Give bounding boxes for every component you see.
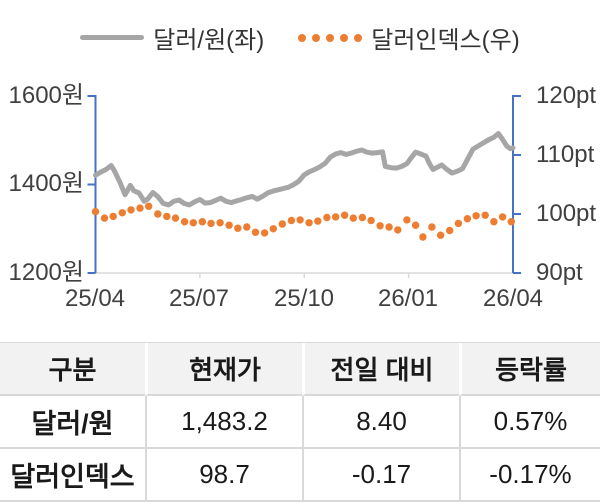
y-right-tick-120: 120pt	[536, 82, 597, 109]
header-change-rate: 등락률	[459, 343, 600, 396]
chart-legend: 달러/원(좌) 달러인덱스(우)	[0, 20, 600, 55]
fx-chart: 달러/원(좌) 달러인덱스(우) 1600원 1400원 1200원 120pt…	[0, 20, 600, 312]
dollar-index-dot-icon	[326, 33, 335, 42]
dollar-index-dot-icon	[354, 33, 363, 42]
plot-area	[87, 95, 521, 278]
y-right-tick-100: 100pt	[536, 200, 597, 227]
y-right-tick-90: 90pt	[536, 259, 583, 286]
x-tick-2510: 25/10	[273, 285, 335, 312]
usdkrw-row-name: 달러/원	[0, 396, 145, 449]
x-tick-2601: 26/01	[377, 285, 439, 312]
usdkrw-current: 1,483.2	[145, 396, 302, 449]
fx-summary-table: 구분 현재가 전일 대비 등락률 달러/원 1,483.2 8.40 0.57%…	[0, 342, 600, 502]
dollarindex-row-name: 달러인덱스	[0, 449, 145, 502]
y-left-tick-1200: 1200원	[8, 259, 84, 286]
header-daily-change: 전일 대비	[302, 343, 459, 396]
dollar-index-dots-swatch	[298, 33, 363, 42]
dollarindex-rate: -0.17%	[459, 449, 600, 502]
header-current-price: 현재가	[145, 343, 302, 396]
legend-item-dollar-index: 달러인덱스(우)	[298, 20, 520, 55]
x-tick-2504: 25/04	[64, 285, 126, 312]
x-tick-2507: 25/07	[168, 285, 230, 312]
legend-label-dollar-index: 달러인덱스(우)	[371, 27, 520, 54]
header-category: 구분	[0, 343, 145, 396]
usdkrw-rate: 0.57%	[459, 396, 600, 449]
y-left-tick-1600: 1600원	[8, 82, 84, 109]
dollarindex-current: 98.7	[145, 449, 302, 502]
y-right-tick-110: 110pt	[536, 141, 595, 168]
legend-label-usdkrw: 달러/원(좌)	[153, 27, 265, 54]
dollar-index-dot-icon	[312, 33, 321, 42]
y-left-tick-1400: 1400원	[8, 170, 84, 197]
usdkrw-change: 8.40	[302, 396, 459, 449]
legend-item-usdkrw: 달러/원(좌)	[80, 20, 264, 55]
dollarindex-change: -0.17	[302, 449, 459, 502]
usdkrw-line-swatch	[80, 35, 145, 40]
dollar-index-dot-icon	[298, 33, 307, 42]
dollar-index-dot-icon	[340, 33, 349, 42]
x-tick-2604: 26/04	[482, 285, 544, 312]
